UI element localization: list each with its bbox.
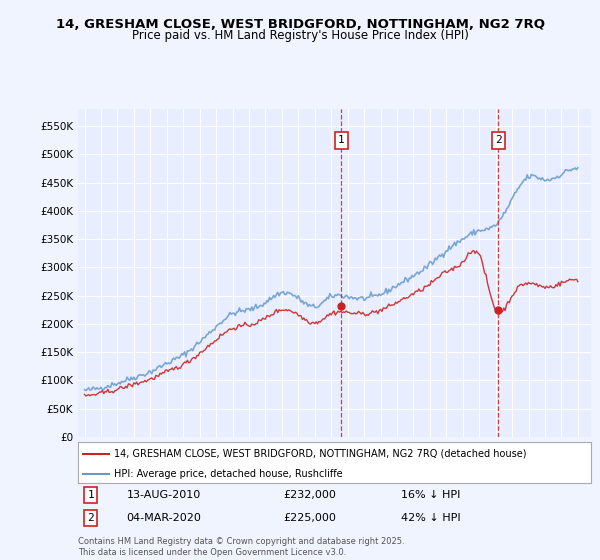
Text: 1: 1 [87, 490, 94, 500]
Text: 14, GRESHAM CLOSE, WEST BRIDGFORD, NOTTINGHAM, NG2 7RQ (detached house): 14, GRESHAM CLOSE, WEST BRIDGFORD, NOTTI… [114, 449, 526, 459]
Text: 2: 2 [87, 513, 94, 523]
Text: 2: 2 [495, 136, 502, 145]
Text: 14, GRESHAM CLOSE, WEST BRIDGFORD, NOTTINGHAM, NG2 7RQ: 14, GRESHAM CLOSE, WEST BRIDGFORD, NOTTI… [56, 18, 545, 31]
Text: Contains HM Land Registry data © Crown copyright and database right 2025.
This d: Contains HM Land Registry data © Crown c… [78, 537, 404, 557]
Text: HPI: Average price, detached house, Rushcliffe: HPI: Average price, detached house, Rush… [114, 469, 343, 479]
Text: 16% ↓ HPI: 16% ↓ HPI [401, 490, 461, 500]
Text: 04-MAR-2020: 04-MAR-2020 [127, 513, 202, 523]
Text: Price paid vs. HM Land Registry's House Price Index (HPI): Price paid vs. HM Land Registry's House … [131, 29, 469, 42]
Text: £225,000: £225,000 [283, 513, 336, 523]
Text: 1: 1 [338, 136, 345, 145]
Text: 42% ↓ HPI: 42% ↓ HPI [401, 513, 461, 523]
Text: £232,000: £232,000 [283, 490, 336, 500]
Text: 13-AUG-2010: 13-AUG-2010 [127, 490, 201, 500]
